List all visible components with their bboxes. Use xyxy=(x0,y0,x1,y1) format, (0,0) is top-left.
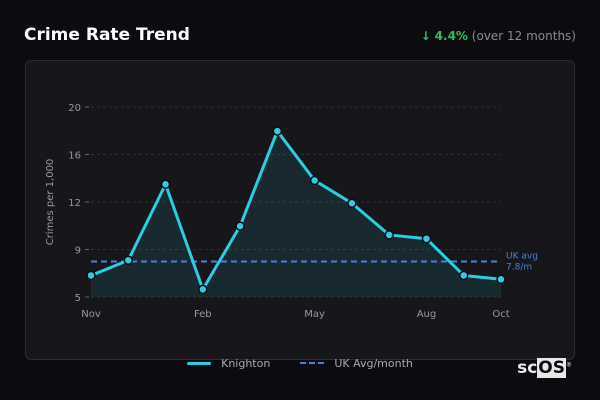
data-point xyxy=(309,175,320,186)
data-point xyxy=(123,255,134,266)
uk-average-label: UK avg xyxy=(506,252,538,262)
data-point xyxy=(384,230,394,240)
x-tick-label: May xyxy=(304,309,325,320)
y-axis-label: Crimes per 1,000 xyxy=(45,159,56,246)
legend: Knighton UK Avg/month xyxy=(0,355,600,371)
change-summary: ↓ 4.4% (over 12 months) xyxy=(421,29,576,43)
legend-item-knighton[interactable]: Knighton xyxy=(187,355,270,371)
x-tick-label: Oct xyxy=(492,309,509,320)
uk-average-value: 7.8/m xyxy=(506,263,532,273)
data-point xyxy=(160,179,171,190)
data-point xyxy=(347,198,357,209)
y-tick-label: 16 xyxy=(68,151,81,162)
y-tick-label: 12 xyxy=(68,198,81,209)
series-line-knighton xyxy=(90,129,502,291)
legend-label: UK Avg/month xyxy=(334,356,413,370)
legend-label: Knighton xyxy=(221,356,271,370)
data-point xyxy=(421,233,432,244)
series-area xyxy=(91,131,501,297)
data-point xyxy=(272,126,283,136)
change-note: (over 12 months) xyxy=(471,29,576,43)
chart-card xyxy=(25,60,575,360)
data-point xyxy=(458,270,469,281)
legend-item-uk-avg[interactable]: UK Avg/month xyxy=(300,355,413,371)
x-tick-label: Feb xyxy=(194,309,212,320)
data-point xyxy=(235,221,245,231)
y-tick-label: 5 xyxy=(75,293,81,304)
legend-swatch-solid xyxy=(187,361,212,365)
data-point xyxy=(86,270,96,281)
legend-swatch-dashed xyxy=(300,362,325,364)
y-tick-label: 9 xyxy=(75,246,81,257)
change-value: 4.4% xyxy=(434,29,468,43)
down-arrow-icon: ↓ xyxy=(420,29,431,43)
data-point xyxy=(496,274,506,285)
data-point xyxy=(198,284,208,295)
page-title: Crime Rate Trend xyxy=(24,25,190,45)
scos-logo: scOS® xyxy=(517,358,572,378)
y-tick-label: 20 xyxy=(68,103,81,114)
x-tick-label: Nov xyxy=(81,309,101,320)
x-tick-label: Aug xyxy=(417,309,437,320)
